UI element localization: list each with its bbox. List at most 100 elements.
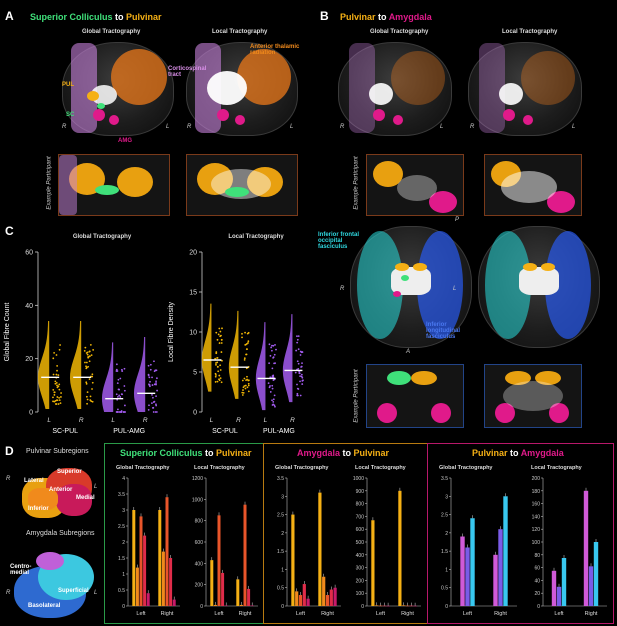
data-point	[218, 378, 220, 381]
panel-b-title-part1: Pulvinar	[340, 12, 376, 22]
data-point	[299, 380, 301, 383]
y-tick-label: 2.5	[441, 513, 448, 519]
panel-a-letter: A	[5, 9, 14, 23]
data-point	[117, 378, 120, 381]
data-point	[116, 382, 119, 385]
data-point	[53, 394, 56, 396]
amygdala-subregions-render	[8, 546, 100, 620]
amg-label-centro-medial: Centro-medial	[10, 564, 32, 576]
y-tick-label: 300	[356, 566, 365, 572]
data-point	[86, 402, 88, 405]
bar	[291, 514, 295, 606]
data-point	[85, 381, 88, 384]
b-global-l: L	[440, 124, 444, 130]
data-point	[220, 351, 223, 353]
data-point	[296, 394, 299, 397]
bar	[318, 492, 322, 606]
b-axial-a: A	[406, 349, 411, 355]
data-point	[156, 377, 158, 380]
bar	[333, 587, 337, 606]
y-tick-label: 100	[356, 591, 365, 597]
y-tick-label: 0	[537, 604, 540, 610]
bar	[551, 570, 557, 606]
data-point	[60, 392, 62, 394]
a-local-r: R	[187, 124, 192, 130]
data-point	[89, 343, 92, 346]
violin-half	[101, 342, 114, 412]
data-point	[91, 400, 94, 403]
data-point	[85, 382, 88, 385]
panel-d-letter: D	[5, 444, 14, 458]
d-box2-title-part2: Pulvinar	[353, 448, 390, 458]
data-point	[57, 403, 60, 405]
data-point	[57, 374, 60, 377]
pul-label-inferior: Inferior	[28, 506, 49, 512]
bar	[409, 605, 413, 607]
data-point	[152, 406, 155, 409]
data-point	[118, 411, 121, 413]
panel-a-title-to: to	[112, 12, 127, 22]
data-point	[88, 355, 91, 358]
data-point	[244, 384, 247, 387]
inset-a-local	[186, 154, 298, 216]
chart-title: Global Tractography	[439, 465, 493, 471]
data-point	[85, 352, 88, 354]
data-point	[120, 368, 123, 371]
y-tick-label: 160	[532, 502, 541, 508]
d-box1-title-part2: Pulvinar	[216, 448, 252, 458]
data-point	[298, 370, 301, 373]
data-point	[86, 353, 89, 356]
data-point	[55, 399, 58, 402]
d-box-pul-amg	[427, 443, 614, 624]
data-point	[155, 411, 158, 413]
y-tick-label: 1.5	[118, 556, 125, 562]
data-point	[151, 376, 153, 379]
data-point	[151, 393, 153, 396]
data-point	[149, 368, 152, 371]
data-point	[85, 395, 88, 398]
pulvinar-subregions-title: Pulvinar Subregions	[26, 448, 89, 455]
x-tick-label: Left	[463, 611, 473, 617]
y-tick-label: 2.5	[118, 524, 125, 530]
violin-half	[69, 321, 82, 410]
amygdala-subregions-title: Amygdala Subregions	[26, 530, 95, 537]
group-label-pul-amg: PUL-AMG	[263, 428, 295, 435]
ann-amg: AMG	[118, 138, 132, 144]
x-tick-label: R	[143, 417, 148, 424]
data-point	[273, 353, 276, 356]
chart-d1-local: Local Tractography 0 200 400 600 800 1000 1200 L…	[192, 465, 258, 617]
pul-l: L	[94, 484, 98, 490]
data-point	[59, 402, 62, 405]
data-point	[219, 364, 222, 367]
violin-half	[228, 310, 239, 399]
data-point	[297, 335, 300, 337]
data-point	[245, 353, 248, 356]
chart-title: Global Tractography	[116, 465, 170, 471]
data-point	[270, 349, 273, 352]
data-point	[300, 373, 303, 376]
bar	[322, 576, 326, 606]
bar	[398, 490, 402, 606]
y-tick-label: 400	[195, 561, 204, 567]
brain-b-axial-global	[350, 226, 472, 348]
data-point	[244, 387, 247, 390]
data-point	[118, 394, 121, 397]
b-axial-r: R	[340, 286, 345, 292]
bar	[470, 518, 475, 606]
brain-a-local	[186, 42, 298, 136]
d-box1-title: Superior Colliculus to Pulvinar	[120, 448, 252, 458]
brain-b-local	[468, 42, 582, 136]
y-tick-label: 100	[532, 540, 541, 546]
b-axial-l: L	[453, 286, 457, 292]
data-point	[89, 395, 92, 398]
ann-corticospinal-tract: Corticospinal tract	[168, 66, 207, 78]
data-point	[55, 381, 58, 384]
amg-r: R	[6, 590, 11, 596]
chart-title: Local Tractography	[194, 465, 246, 471]
panel-b-title-to: to	[375, 12, 389, 22]
chart-title: Global Tractography	[275, 465, 329, 471]
data-point	[272, 400, 275, 403]
y-tick-label: 1.5	[277, 549, 284, 555]
data-point	[218, 327, 221, 330]
data-point	[247, 340, 250, 343]
